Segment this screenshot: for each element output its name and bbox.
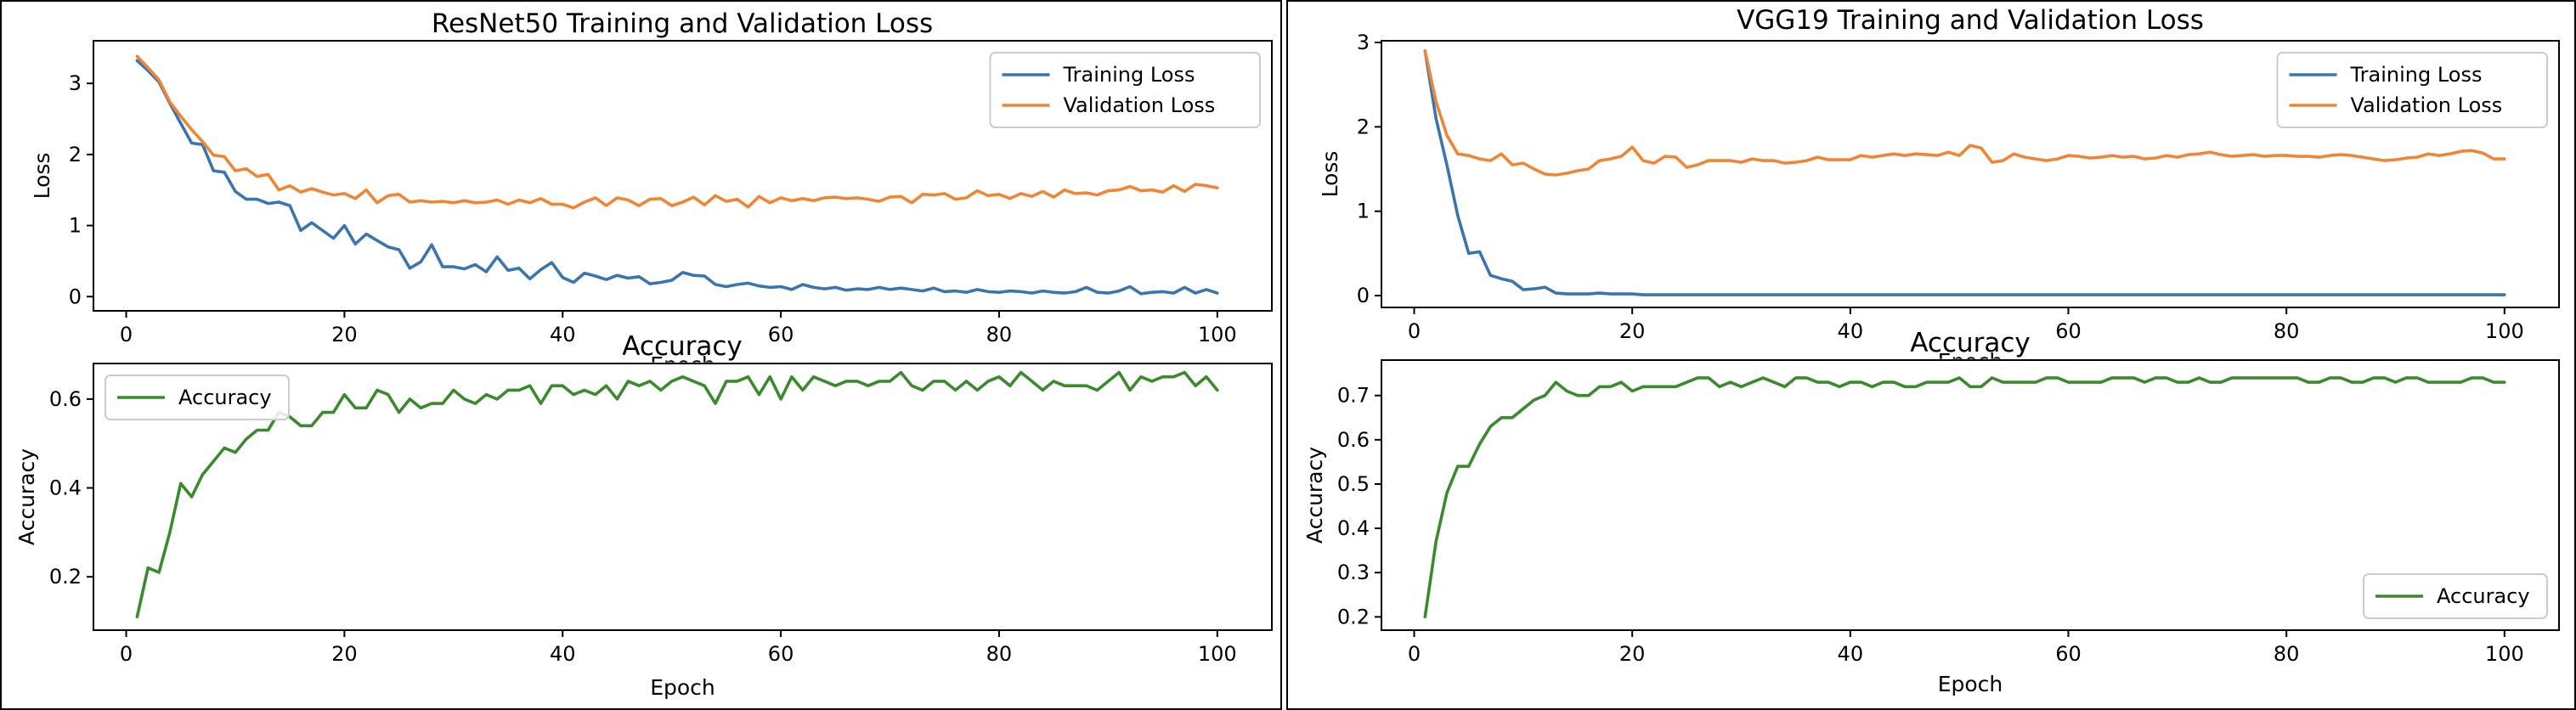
- resnet-acc-title: Accuracy: [622, 331, 743, 362]
- resnet-acc-ytick-label: 0.2: [49, 565, 82, 589]
- vgg-acc-ytick-label: 0.7: [1337, 384, 1370, 408]
- vgg-acc-legend-box: [2363, 573, 2548, 619]
- resnet-loss-xtick-label: 40: [550, 323, 576, 347]
- vgg-loss-ytick-label: 1: [1357, 200, 1370, 223]
- resnet-acc-legend-box: [105, 375, 290, 420]
- vgg-loss-xtick-label: 20: [1619, 319, 1646, 343]
- resnet-acc-ylabel: Accuracy: [14, 448, 39, 545]
- vgg-acc-frame: [1381, 359, 2560, 631]
- vgg-acc-xlabel: Epoch: [1938, 672, 2003, 696]
- resnet-acc-legend: Accuracy: [105, 375, 290, 420]
- vgg-loss-xtick-label: 100: [2485, 319, 2524, 343]
- vgg-loss-xtick-label: 60: [2055, 319, 2082, 343]
- vgg-acc-series-accuracy: [1423, 376, 2506, 619]
- vgg-acc-xtick-label: 100: [2485, 642, 2524, 666]
- resnet-panel-border: [0, 0, 1282, 710]
- resnet-acc-ytick-label: 0.6: [49, 387, 82, 411]
- vgg-acc-xtick-label: 20: [1619, 642, 1646, 666]
- vgg-loss-ylabel: Loss: [1318, 151, 1342, 198]
- vgg-loss-legend: Training Loss Validation Loss: [2276, 52, 2548, 128]
- resnet-loss-ytick-label: 1: [69, 214, 82, 238]
- vgg-acc-ytick-label: 0.4: [1337, 516, 1370, 540]
- vgg-loss-legend-box: [2276, 52, 2548, 128]
- vgg-acc-ytick-label: 0.5: [1337, 472, 1370, 496]
- vgg-loss-xtick-label: 0: [1408, 319, 1421, 343]
- resnet-loss-legend-box: [989, 52, 1261, 128]
- resnet-acc-axes: Accuracy 0 20 40 60 80 100 0.2 0.4 0.6 Epoch Accura…: [14, 331, 1273, 700]
- vgg-panel-border: [1286, 0, 2576, 710]
- vgg-loss-ytick-label: 0: [1357, 284, 1370, 307]
- resnet-acc-legend-label: Accuracy: [178, 386, 272, 409]
- resnet-loss-xtick-label: 80: [986, 323, 1013, 347]
- vgg-acc-ytick-label: 0.3: [1337, 561, 1370, 584]
- resnet-acc-xtick-label: 0: [120, 642, 133, 666]
- vgg-acc-xtick-label: 80: [2274, 642, 2300, 666]
- resnet-loss-ytick-label: 2: [69, 143, 82, 166]
- vgg-loss-xtick-label: 40: [1838, 319, 1864, 343]
- resnet-acc-xtick-label: 100: [1198, 642, 1237, 666]
- vgg-acc-ytick-label: 0.6: [1337, 428, 1370, 452]
- resnet-loss-xtick-label: 60: [768, 323, 794, 347]
- vgg-loss-series-validation-loss: [1423, 49, 2506, 177]
- vgg-loss-xtick-label: 80: [2274, 319, 2300, 343]
- vgg-acc-xtick-label: 0: [1408, 642, 1421, 666]
- resnet-acc-frame: [93, 363, 1273, 631]
- vgg-loss-title: VGG19 Training and Validation Loss: [1737, 5, 2204, 36]
- vgg-acc-xtick-label: 60: [2055, 642, 2082, 666]
- resnet-acc-xlabel: Epoch: [650, 675, 715, 700]
- vgg-acc-legend: Accuracy: [2363, 573, 2548, 619]
- vgg-acc-axes: Accuracy 0 20 40 60 80 100 0.2 0.3 0.4 0.5 0.6 0.7 Ep…: [1302, 328, 2560, 696]
- resnet-acc-xtick-label: 60: [768, 642, 794, 666]
- resnet-loss-legend: Training Loss Validation Loss: [989, 52, 1261, 128]
- resnet-loss-xtick-label: 0: [120, 323, 133, 347]
- vgg-loss-legend-label: Validation Loss: [2351, 93, 2503, 117]
- vgg-loss-ytick-label: 3: [1357, 31, 1370, 54]
- resnet-acc-xtick-label: 20: [331, 642, 358, 666]
- resnet-acc-ytick-label: 0.4: [49, 476, 82, 500]
- resnet-loss-frame: [93, 40, 1273, 312]
- resnet-loss-ytick-label: 3: [69, 71, 82, 95]
- resnet-acc-xtick-label: 40: [550, 642, 576, 666]
- vgg-loss-ytick-label: 2: [1357, 115, 1370, 138]
- vgg-acc-ylabel: Accuracy: [1302, 447, 1327, 544]
- vgg-acc-xtick-label: 40: [1838, 642, 1864, 666]
- resnet-loss-series-training-loss: [135, 59, 1219, 296]
- resnet-loss-ytick-label: 0: [69, 285, 82, 308]
- resnet-loss-ylabel: Loss: [30, 153, 54, 200]
- resnet-loss-xtick-label: 20: [331, 323, 358, 347]
- vgg-acc-legend-label: Accuracy: [2437, 584, 2530, 608]
- resnet-loss-legend-label: Training Loss: [1063, 63, 1195, 87]
- resnet-acc-xtick-label: 80: [986, 642, 1013, 666]
- vgg-acc-title: Accuracy: [1910, 328, 2031, 358]
- resnet-acc-series-accuracy: [135, 370, 1219, 619]
- resnet-loss-title: ResNet50 Training and Validation Loss: [432, 8, 933, 39]
- vgg-loss-frame: [1381, 40, 2560, 308]
- vgg-loss-series-training-loss: [1423, 49, 2506, 296]
- vgg-acc-ytick-label: 0.2: [1337, 605, 1370, 628]
- resnet-loss-legend-label: Validation Loss: [1064, 93, 1216, 117]
- resnet-loss-series-validation-loss: [135, 54, 1219, 210]
- vgg-loss-legend-label: Training Loss: [2350, 63, 2483, 87]
- resnet-loss-xtick-label: 100: [1198, 323, 1237, 347]
